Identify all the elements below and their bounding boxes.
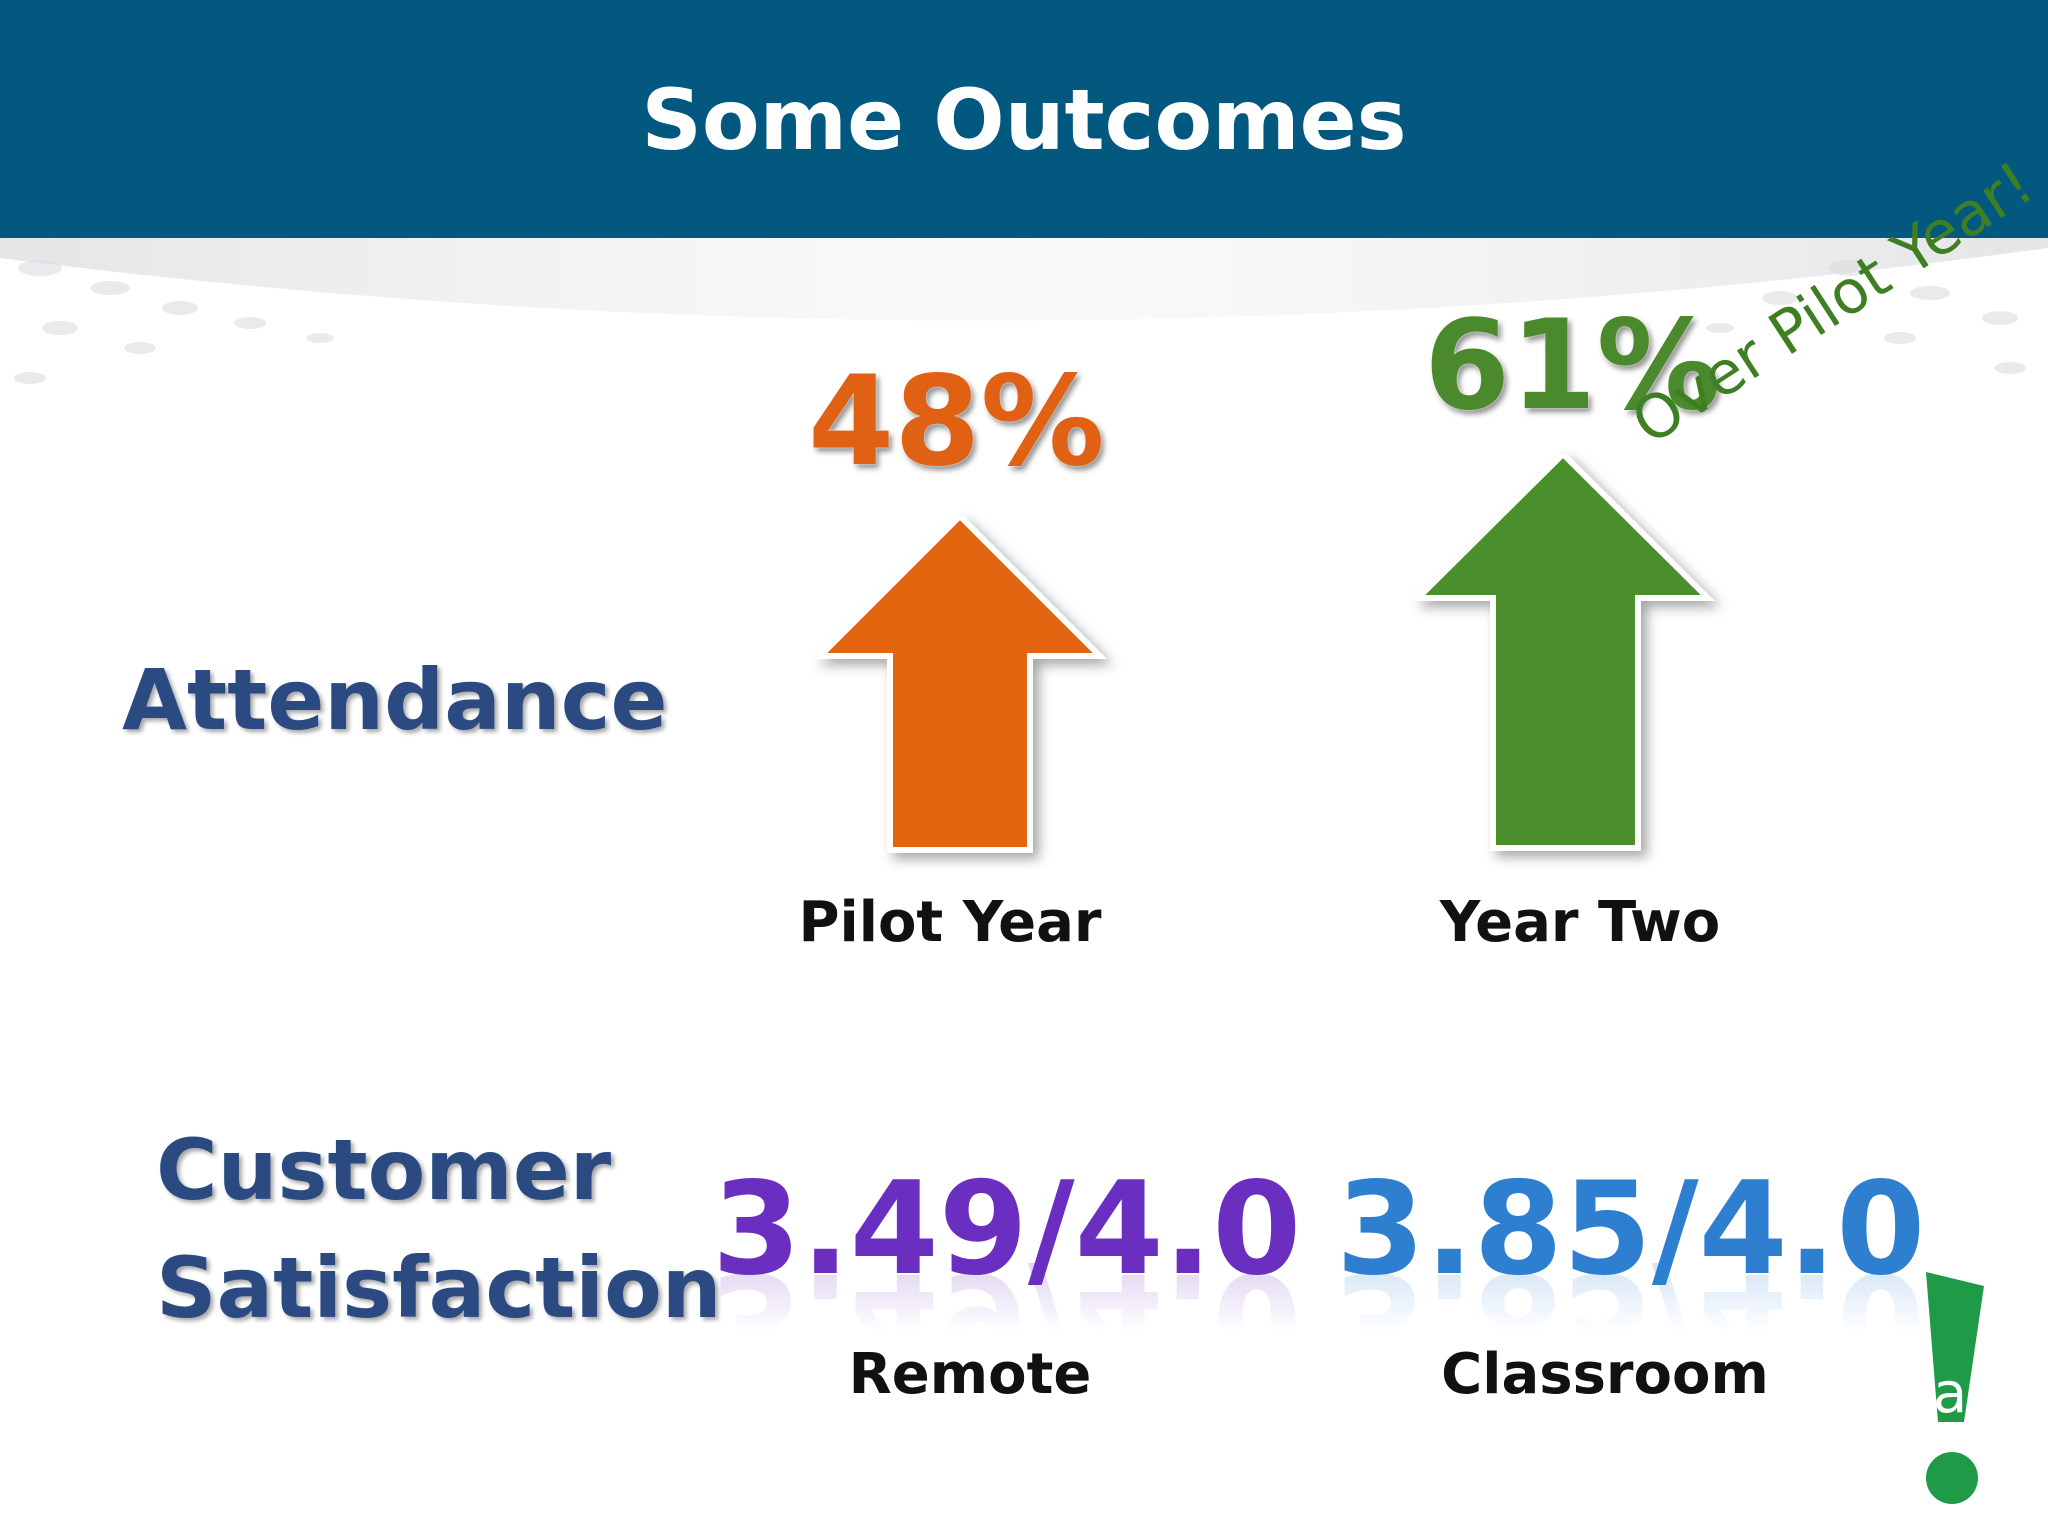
remote-caption: Remote: [848, 1342, 1092, 1407]
pilot-year-caption: Pilot Year: [798, 890, 1102, 955]
header-bar: [0, 0, 2048, 238]
decorative-swoosh: [0, 238, 2048, 384]
remote-score: 3.49/4.0: [712, 1155, 1302, 1304]
classroom-score: 3.85/4.0: [1336, 1155, 1926, 1304]
logo-exclamation-icon: a: [1926, 1272, 1984, 1504]
orange-up-arrow-icon: [812, 516, 1108, 853]
classroom-caption: Classroom: [1441, 1342, 1769, 1407]
year-two-caption: Year Two: [1439, 890, 1721, 955]
pilot-year-percent: 48%: [808, 350, 1105, 494]
logo-letter: a: [1933, 1361, 1967, 1426]
green-up-arrow-icon: [1410, 454, 1716, 851]
customer-satisfaction-label-line2: Satisfaction: [156, 1239, 722, 1337]
year-two-percent: 61%: [1424, 294, 1721, 438]
customer-satisfaction-label-line1: Customer: [156, 1121, 612, 1219]
slide-title: Some Outcomes: [641, 71, 1407, 169]
attendance-label: Attendance: [122, 651, 668, 749]
